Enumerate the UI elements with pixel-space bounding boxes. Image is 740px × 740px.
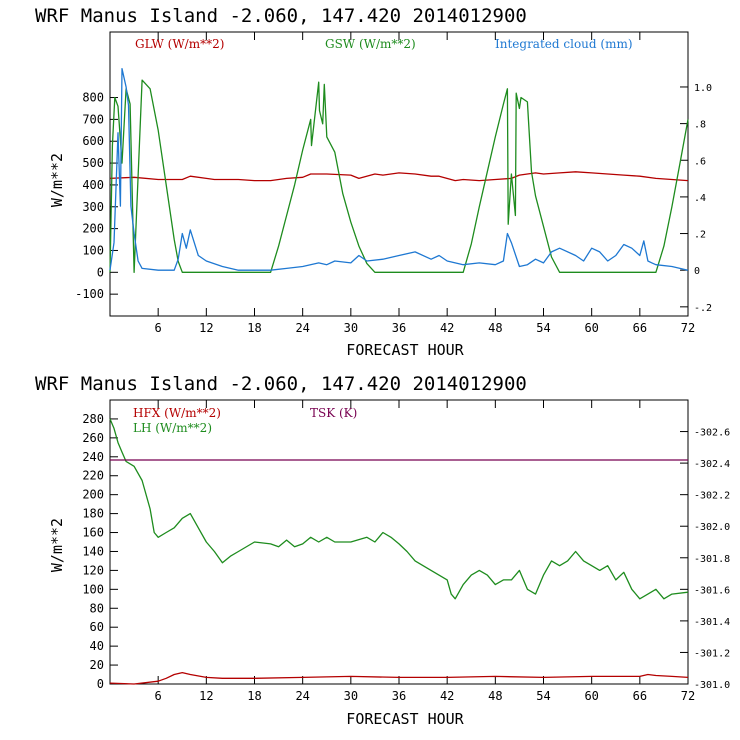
x-tick-label: 60	[584, 689, 598, 703]
y2-tick-label: .4	[694, 193, 706, 204]
x-tick-label: 12	[199, 689, 213, 703]
panel-fluxes: WRF Manus Island -2.060, 147.420 2014012…	[35, 373, 730, 728]
x-axis-label: FORECAST HOUR	[346, 710, 464, 728]
y-tick-label: 200	[82, 488, 104, 502]
y-axis-label: W/m**2	[48, 518, 66, 572]
y-tick-label: 140	[82, 544, 104, 558]
x-tick-label: 36	[392, 321, 406, 335]
x-ticks: 6 12 18 24 30 36 42 48 54 60 66 72	[155, 32, 695, 335]
y-tick-label: 260	[82, 431, 104, 445]
x-tick-label: 72	[681, 321, 695, 335]
y-tick-label: 100	[82, 582, 104, 596]
x-tick-label: 24	[295, 321, 309, 335]
x-tick-label: 66	[633, 321, 647, 335]
legend-hfx: HFX (W/m**2)	[133, 406, 221, 420]
x-tick-label: 6	[155, 321, 162, 335]
x-axis-label: FORECAST HOUR	[346, 341, 464, 359]
panel-radiation: WRF Manus Island -2.060, 147.420 2014012…	[35, 5, 712, 359]
y2-tick-label: -302.6	[694, 428, 730, 439]
legend: HFX (W/m**2) LH (W/m**2) TSK (K)	[133, 406, 357, 435]
y2-tick-label: -302.4	[694, 459, 730, 470]
series-line-lh	[109, 418, 689, 600]
y2-tick-label: 1.0	[694, 83, 712, 94]
legend-gsw: GSW (W/m**2)	[325, 37, 416, 51]
x-tick-label: 72	[681, 689, 695, 703]
y2-tick-label: -301.6	[694, 585, 730, 596]
y-tick-label: 600	[82, 134, 104, 148]
y-tick-label: 240	[82, 450, 104, 464]
x-tick-label: 48	[488, 689, 502, 703]
x-tick-label: 24	[295, 689, 309, 703]
series-line-glw	[109, 171, 689, 182]
y2-tick-label: -301.0	[694, 680, 730, 691]
y-tick-label: 700	[82, 112, 104, 126]
series-lines	[109, 67, 689, 273]
y-tick-label: 0	[97, 265, 104, 279]
x-tick-label: 42	[440, 321, 454, 335]
y-tick-label: 280	[82, 412, 104, 426]
y2-tick-label: 0	[694, 266, 700, 277]
x-tick-label: 18	[247, 689, 261, 703]
y-ticks: 0 20 40 60 80 100 120 140 160 180 200 220 240 260 280	[82, 412, 118, 691]
y2-tick-label: .8	[694, 120, 706, 131]
series-line-hfx	[109, 671, 689, 685]
x-tick-label: 60	[584, 321, 598, 335]
x-tick-label: 18	[247, 321, 261, 335]
panel-title: WRF Manus Island -2.060, 147.420 2014012…	[35, 373, 527, 395]
y2-ticks: -.2 0 .2 .4 .6 .8 1.0	[680, 83, 712, 314]
x-tick-label: 36	[392, 689, 406, 703]
x-tick-label: 54	[536, 321, 550, 335]
y2-tick-label: -301.8	[694, 554, 730, 565]
legend-tsk: TSK (K)	[310, 406, 357, 420]
x-tick-label: 54	[536, 689, 550, 703]
x-tick-label: 6	[155, 689, 162, 703]
y2-tick-label: .6	[694, 156, 706, 167]
series-line-integrated	[109, 67, 689, 271]
x-tick-label: 48	[488, 321, 502, 335]
y-tick-label: 80	[90, 601, 104, 615]
y2-tick-label: .2	[694, 230, 706, 241]
x-tick-label: 12	[199, 321, 213, 335]
x-tick-label: 30	[344, 689, 358, 703]
y-tick-label: -100	[75, 287, 104, 301]
series-lines	[109, 418, 689, 685]
y-tick-label: 400	[82, 178, 104, 192]
y-tick-label: 500	[82, 156, 104, 170]
y-tick-label: 800	[82, 91, 104, 105]
panel-title: WRF Manus Island -2.060, 147.420 2014012…	[35, 5, 527, 27]
y-tick-label: 120	[82, 563, 104, 577]
x-tick-label: 66	[633, 689, 647, 703]
y2-tick-label: -302.2	[694, 491, 730, 502]
y2-tick-label: -302.0	[694, 522, 730, 533]
y2-tick-label: -301.2	[694, 648, 730, 659]
x-ticks: 6 12 18 24 30 36 42 48 54 60 66 72	[155, 400, 695, 703]
y-tick-label: 20	[90, 658, 104, 672]
x-tick-label: 42	[440, 689, 454, 703]
y-tick-label: 180	[82, 507, 104, 521]
y-tick-label: 300	[82, 200, 104, 214]
y-tick-label: 100	[82, 243, 104, 257]
y-tick-label: 200	[82, 222, 104, 236]
legend: GLW (W/m**2) GSW (W/m**2) Integrated clo…	[135, 37, 633, 51]
x-tick-label: 30	[344, 321, 358, 335]
y-tick-label: 220	[82, 469, 104, 483]
y-tick-label: 0	[97, 677, 104, 691]
y2-ticks: -301.0 -301.2 -301.4 -301.6 -301.8 -302.0 -302…	[680, 428, 730, 691]
legend-glw: GLW (W/m**2)	[135, 37, 224, 51]
legend-lh: LH (W/m**2)	[133, 421, 212, 435]
y-tick-label: 40	[90, 639, 104, 653]
y2-tick-label: -.2	[694, 303, 712, 314]
series-line-gsw	[109, 79, 689, 273]
y-tick-label: 160	[82, 526, 104, 540]
y-axis-label: W/m**2	[48, 153, 66, 207]
legend-cloud: Integrated cloud (mm)	[495, 37, 633, 51]
y-tick-label: 60	[90, 620, 104, 634]
y2-tick-label: -301.4	[694, 617, 730, 628]
